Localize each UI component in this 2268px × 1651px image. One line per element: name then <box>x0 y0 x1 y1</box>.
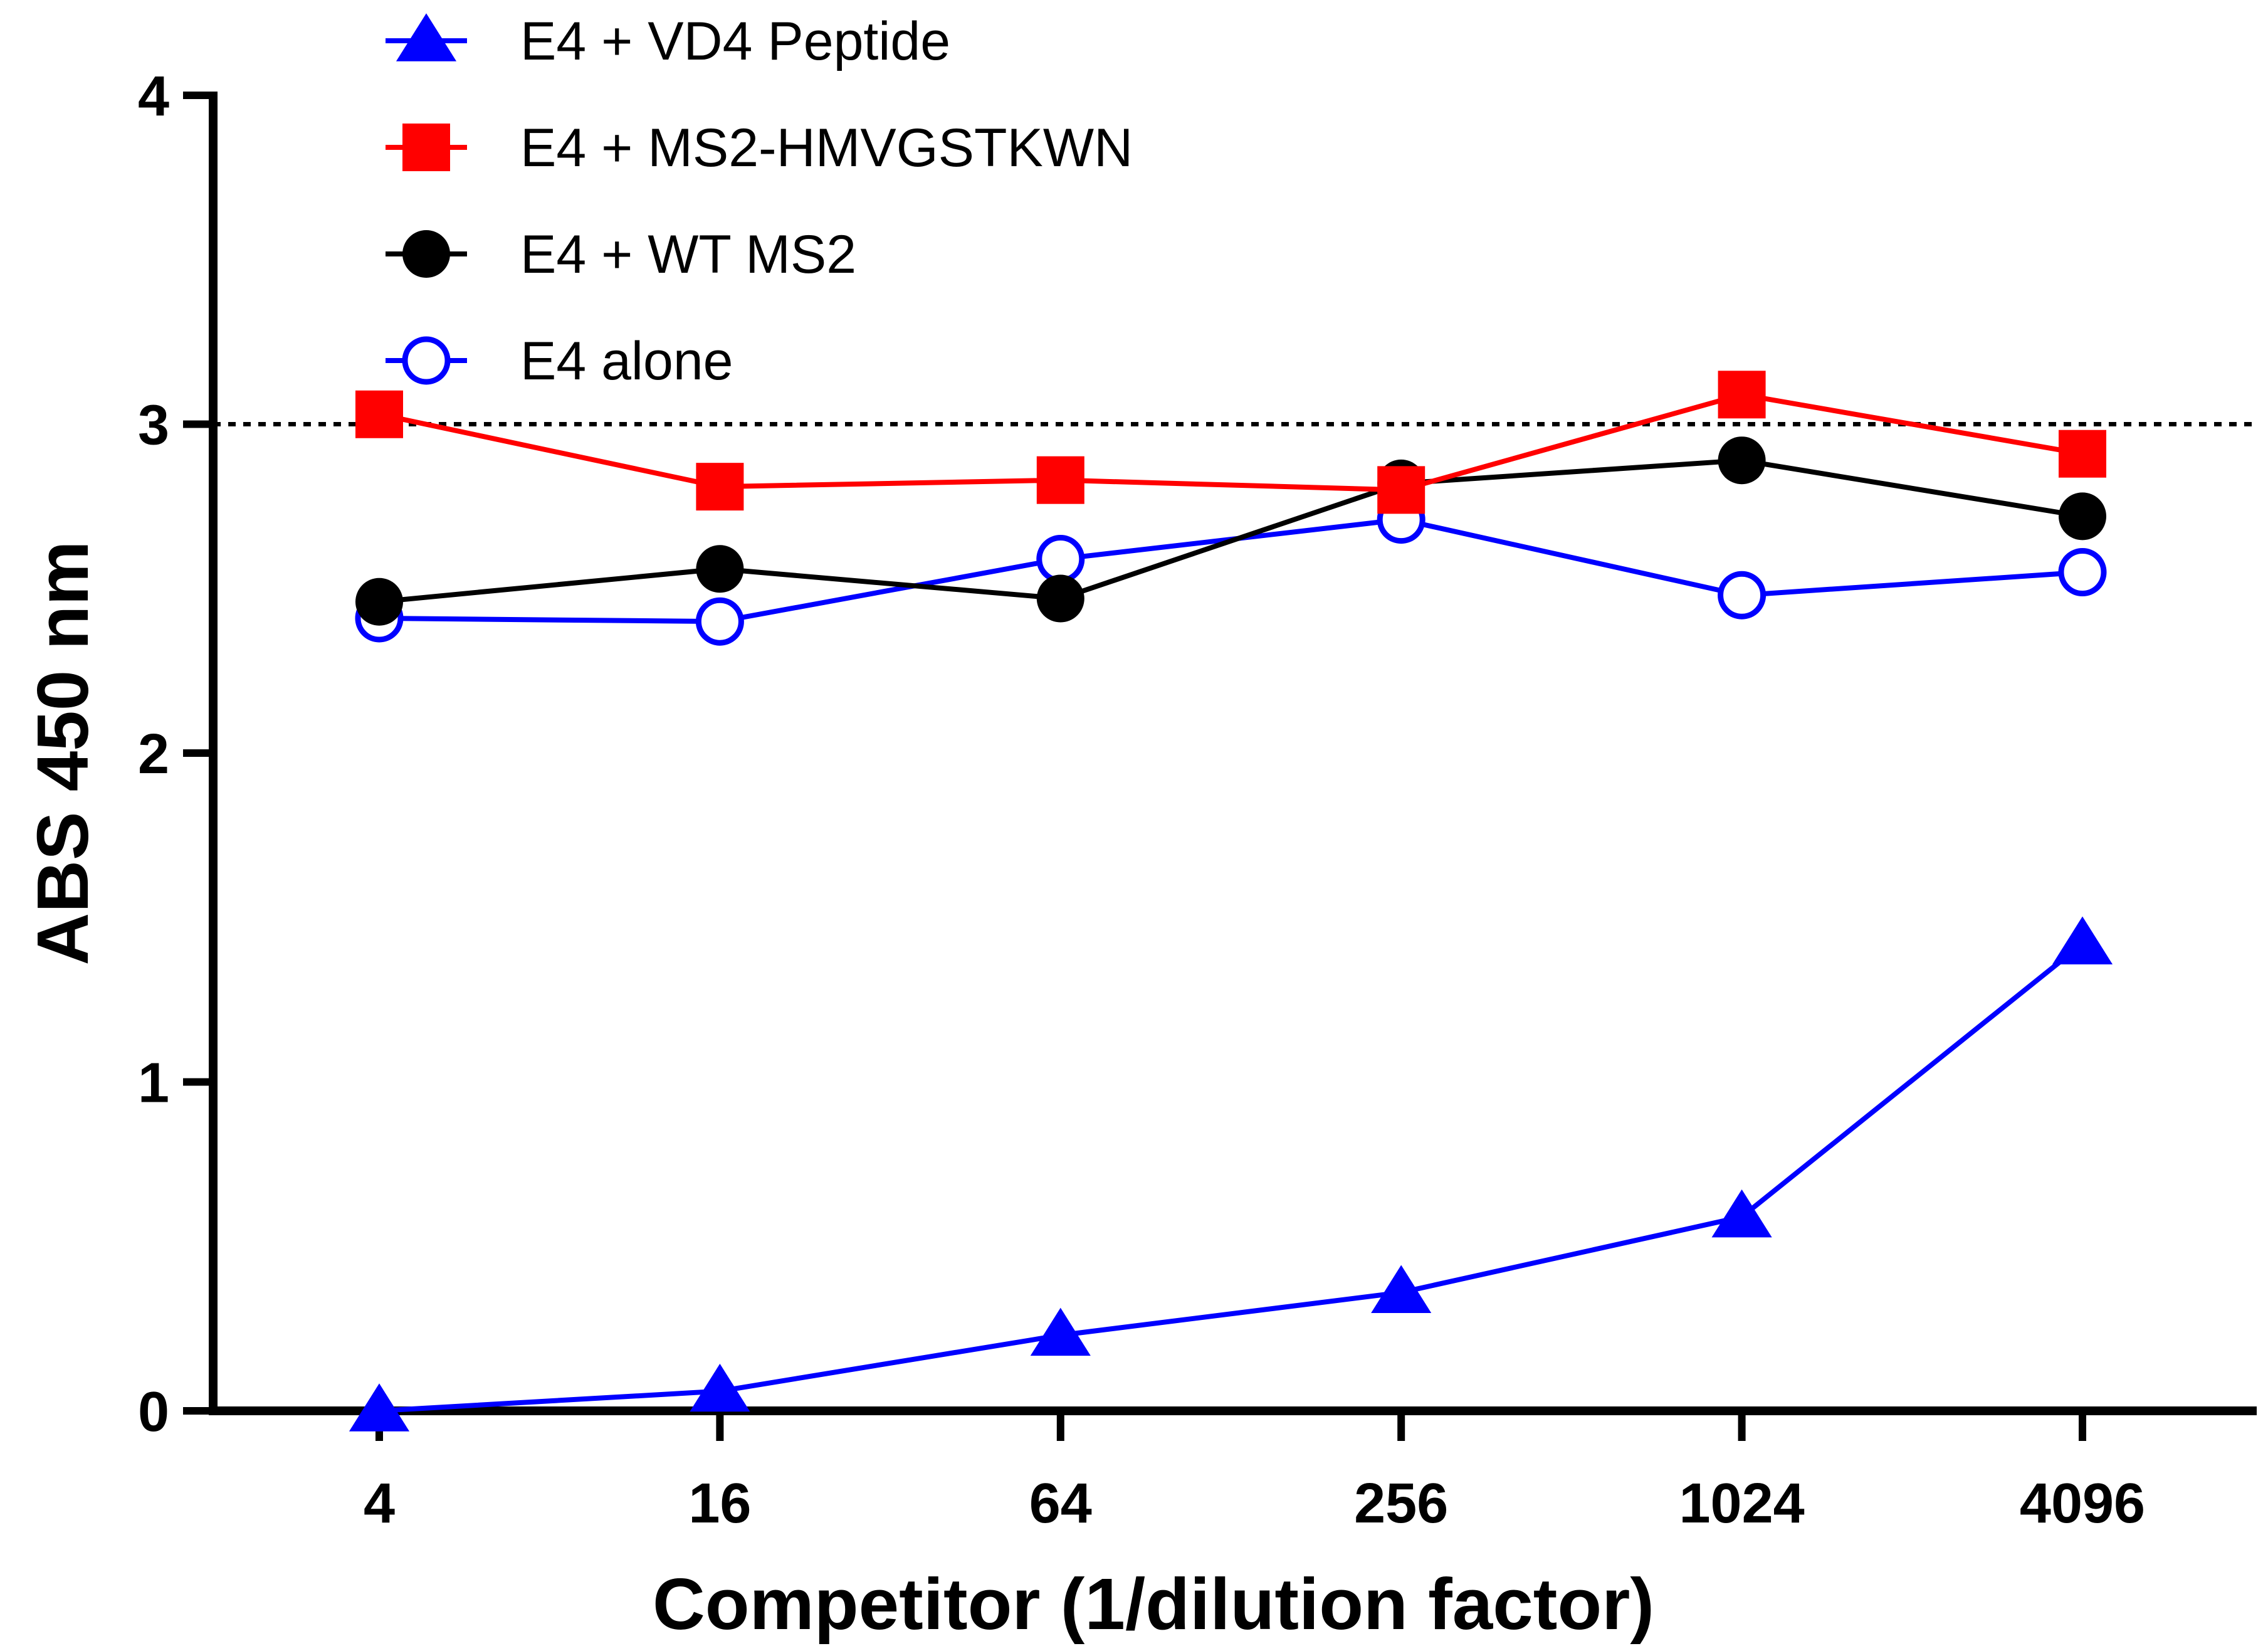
x-tick-label-1024: 1024 <box>1679 1472 1804 1535</box>
y-axis-title: ABS 450 nm <box>22 541 103 966</box>
data-point-s2-1024 <box>1718 436 1766 485</box>
y-tick-label-0: 0 <box>138 1381 169 1443</box>
data-point-s1-16 <box>696 463 744 511</box>
data-point-s2-4096 <box>2059 492 2106 541</box>
data-point-s3-64 <box>1036 535 1085 584</box>
data-point-s3-16 <box>695 597 744 646</box>
series-line-1 <box>379 392 2083 493</box>
data-point-s0-64 <box>1030 1307 1091 1356</box>
x-tick-label-4: 4 <box>364 1472 395 1535</box>
x-axis-title: Competitor (1/dilution factor) <box>653 1563 1654 1645</box>
x-tick-label-64: 64 <box>1029 1472 1092 1535</box>
data-point-s2-16 <box>696 545 744 593</box>
legend-marker-1 <box>402 124 450 171</box>
data-point-s1-64 <box>1036 456 1084 504</box>
data-point-s1-4096 <box>2059 430 2106 478</box>
data-point-s0-16 <box>690 1363 750 1412</box>
legend-marker-0 <box>396 13 457 61</box>
data-point-s1-1024 <box>1718 371 1766 419</box>
data-point-s1-4 <box>355 390 403 438</box>
data-point-s0-1024 <box>1711 1189 1772 1238</box>
series-line-2 <box>379 458 2083 604</box>
data-point-s2-64 <box>1036 574 1084 623</box>
series-line-0 <box>379 942 2084 1413</box>
data-point-s1-256 <box>1377 466 1425 514</box>
x-tick-label-256: 256 <box>1354 1472 1448 1535</box>
legend-label-0: E4 + VD4 Peptide <box>520 11 950 71</box>
x-tick-label-4096: 4096 <box>2020 1472 2145 1535</box>
legend: E4 + VD4 Peptide E4 + MS2-HMVGSTKWN E4 + W… <box>386 11 1133 391</box>
data-point-s0-4096 <box>2052 916 2113 964</box>
plot-area: 0 1 2 3 4 4 16 64 256 1024 4096 Competitor (1/dilut… <box>22 65 2257 1645</box>
legend-marker-3 <box>402 336 451 385</box>
data-point-s2-4 <box>355 578 403 626</box>
data-point-s3-1024 <box>1718 571 1767 620</box>
y-tick-label-2: 2 <box>138 723 169 786</box>
data-point-s0-256 <box>1371 1265 1432 1313</box>
y-tick-label-3: 3 <box>138 394 169 457</box>
x-tick-label-16: 16 <box>688 1472 751 1535</box>
data-point-s3-4096 <box>2058 548 2107 597</box>
legend-label-2: E4 + WT MS2 <box>520 224 856 285</box>
legend-label-1: E4 + MS2-HMVGSTKWN <box>520 118 1133 178</box>
series-line-3 <box>379 517 2083 625</box>
legend-marker-2 <box>402 230 450 278</box>
legend-label-3: E4 alone <box>520 331 733 391</box>
y-tick-label-1: 1 <box>138 1052 169 1115</box>
y-tick-label-4: 4 <box>138 65 169 128</box>
data-point-s0-4 <box>349 1383 410 1432</box>
